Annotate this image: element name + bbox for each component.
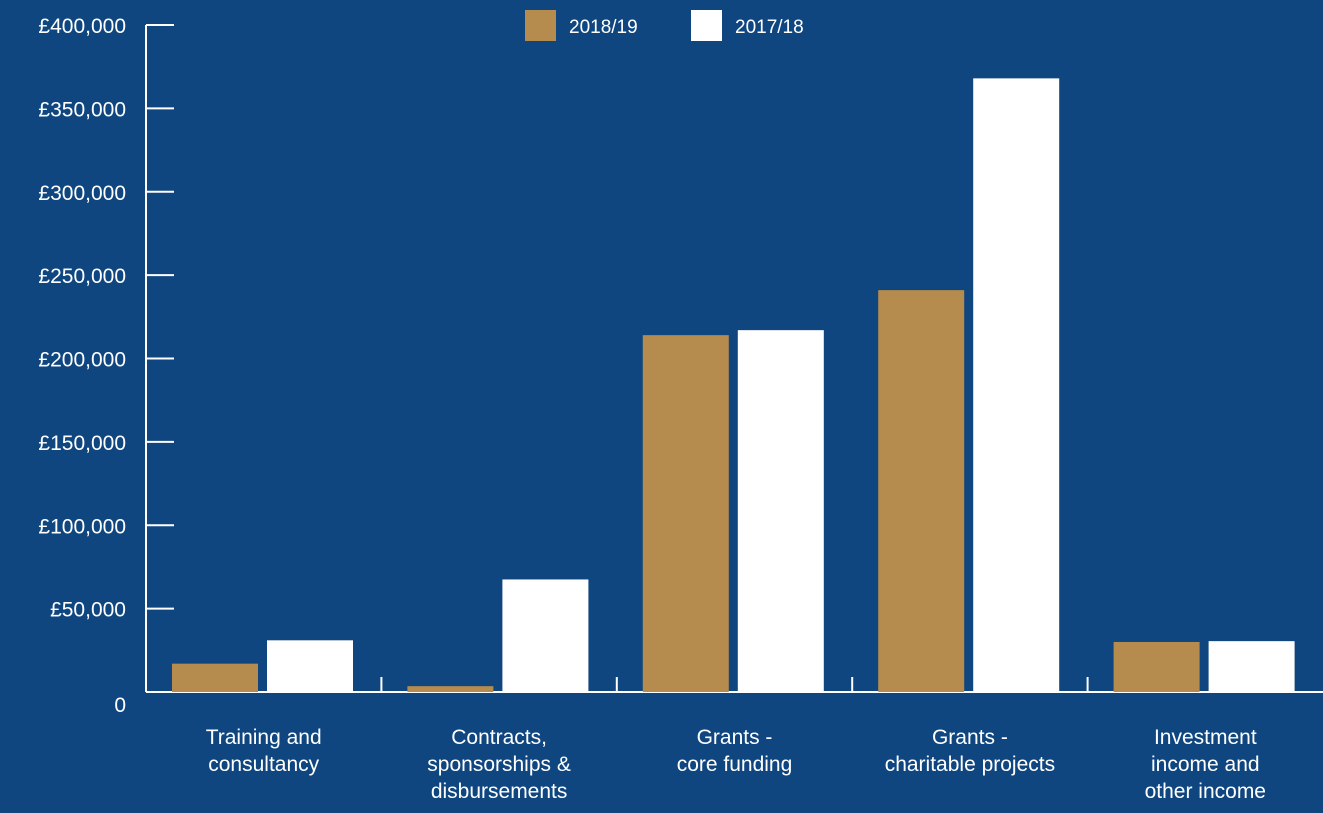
y-tick-label: £250,000 <box>38 265 126 288</box>
y-tick-label: £100,000 <box>38 515 126 538</box>
y-tick-label: £150,000 <box>38 432 126 455</box>
legend-swatch <box>691 10 722 41</box>
category-label-line: other income <box>1145 780 1266 803</box>
category-label-line: Training and <box>206 726 322 749</box>
bar-2018-19-1 <box>407 686 494 692</box>
category-labels: Training and consultancy Contracts, sponsor… <box>206 726 1266 803</box>
y-tick-label: 0 <box>114 694 126 717</box>
category-label-line: income and <box>1151 753 1260 776</box>
category-label-line: Grants - <box>697 726 773 749</box>
y-tick-label: £400,000 <box>38 15 126 38</box>
bar-2017-18-0 <box>267 640 353 692</box>
category-label-line: Investment <box>1154 726 1257 749</box>
y-tick-label: £50,000 <box>50 599 126 622</box>
bar-2018-19-2 <box>642 335 729 692</box>
bar-2018-19-3 <box>878 290 965 692</box>
y-axis: 0 £50,000 £100,000 £150,000 £200,000 £250,000… <box>38 15 174 717</box>
category-label: Grants - core funding <box>677 726 793 776</box>
bar-2018-19-4 <box>1113 641 1200 692</box>
category-label-line: Grants - <box>932 726 1008 749</box>
legend-label: 2017/18 <box>735 17 804 38</box>
category-label-line: Contracts, <box>451 726 547 749</box>
y-tick-label: £350,000 <box>38 98 126 121</box>
category-label: Training and consultancy <box>206 726 322 776</box>
bar-2017-18-2 <box>737 330 824 692</box>
category-label-line: charitable projects <box>885 753 1055 776</box>
y-tick-label: £200,000 <box>38 349 126 372</box>
bars <box>172 78 1295 693</box>
y-tick-label: £300,000 <box>38 182 126 205</box>
category-label-line: sponsorships & <box>427 753 571 776</box>
bar-2017-18-1 <box>502 579 589 692</box>
category-label: Investment income and other income <box>1145 726 1266 803</box>
category-label: Contracts, sponsorships & disbursements <box>427 726 571 803</box>
category-label-line: consultancy <box>208 753 319 776</box>
legend-label: 2018/19 <box>569 17 638 38</box>
bar-2018-19-0 <box>172 663 258 692</box>
category-label-line: core funding <box>677 753 793 776</box>
legend: 2018/19 2017/18 <box>525 10 804 41</box>
legend-swatch <box>525 10 556 41</box>
category-label-line: disbursements <box>431 780 568 803</box>
bar-2017-18-4 <box>1208 641 1295 692</box>
bar-2017-18-3 <box>973 78 1060 693</box>
category-label: Grants - charitable projects <box>885 726 1055 776</box>
